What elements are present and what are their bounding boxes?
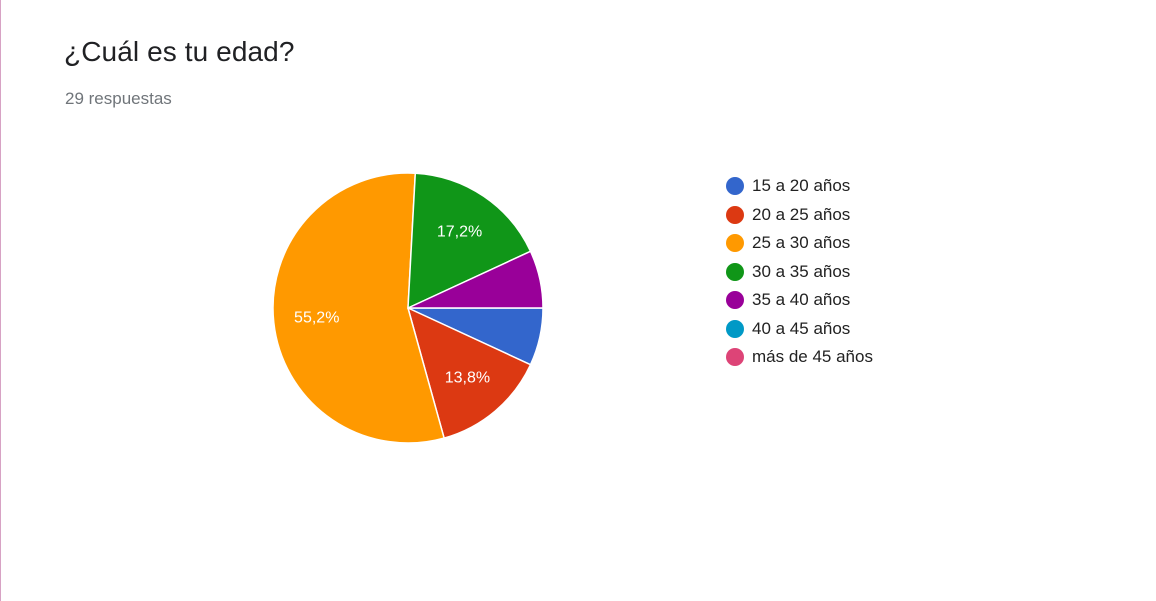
legend-item[interactable]: 35 a 40 años <box>726 286 873 315</box>
legend-item[interactable]: 30 a 35 años <box>726 258 873 287</box>
legend-label: más de 45 años <box>752 347 873 367</box>
chart-legend: 15 a 20 años 20 a 25 años 25 a 30 años 30 a… <box>726 172 873 372</box>
legend-item[interactable]: 25 a 30 años <box>726 229 873 258</box>
slice-label-2: 13,8% <box>445 369 490 386</box>
legend-swatch <box>726 320 744 338</box>
slice-label-4: 17,2% <box>437 224 482 241</box>
legend-label: 30 a 35 años <box>752 262 850 282</box>
legend-swatch <box>726 206 744 224</box>
legend-item[interactable]: 15 a 20 años <box>726 172 873 201</box>
legend-item[interactable]: 40 a 45 años <box>726 315 873 344</box>
legend-label: 25 a 30 años <box>752 233 850 253</box>
legend-swatch <box>726 177 744 195</box>
legend-swatch <box>726 234 744 252</box>
pie-slices <box>273 173 543 443</box>
legend-swatch <box>726 263 744 281</box>
legend-item[interactable]: más de 45 años <box>726 343 873 372</box>
legend-label: 20 a 25 años <box>752 205 850 225</box>
legend-label: 15 a 20 años <box>752 176 850 196</box>
legend-swatch <box>726 291 744 309</box>
slice-label-3: 55,2% <box>294 309 339 326</box>
legend-label: 40 a 45 años <box>752 319 850 339</box>
legend-swatch <box>726 348 744 366</box>
legend-item[interactable]: 20 a 25 años <box>726 201 873 230</box>
legend-label: 35 a 40 años <box>752 290 850 310</box>
